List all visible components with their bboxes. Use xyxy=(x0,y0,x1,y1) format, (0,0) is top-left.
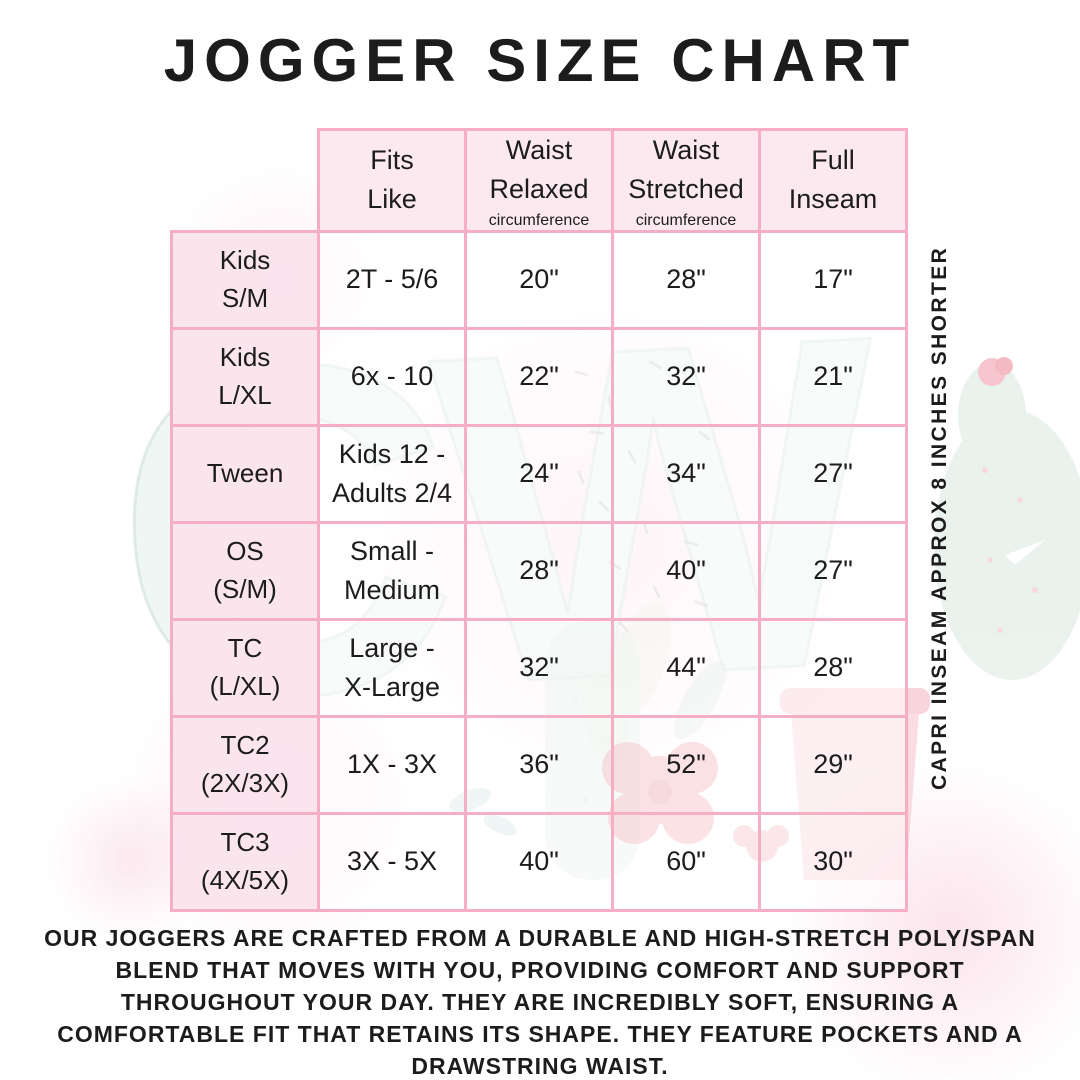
waist-stretched-cell: 40" xyxy=(611,520,761,621)
table-header-row: Fits Like Waist Relaxed circumference Wa… xyxy=(172,128,908,233)
header-label: Full Inseam xyxy=(788,145,878,215)
size-label-cell: Kids S/M xyxy=(170,229,320,330)
header-sublabel: circumference xyxy=(635,212,737,230)
waist-stretched-cell: 44" xyxy=(611,617,761,718)
size-label-cell: OS (S/M) xyxy=(170,520,320,621)
fits-like-cell: 2T - 5/6 xyxy=(317,229,467,330)
fits-like-cell: Kids 12 - Adults 2/4 xyxy=(317,423,467,524)
empty-corner-cell xyxy=(172,130,319,232)
page-title: JOGGER SIZE CHART xyxy=(163,27,917,94)
full-inseam-cell: 27" xyxy=(758,520,908,621)
waist-stretched-cell: 34" xyxy=(611,423,761,524)
size-label-cell: TC3 (4X/5X) xyxy=(170,811,320,912)
table-row: TC3 (4X/5X) 3X - 5X 40" 60" 30" xyxy=(170,811,908,912)
table-row: TC (L/XL) Large - X-Large 32" 44" 28" xyxy=(170,617,908,718)
full-inseam-cell: 28" xyxy=(758,617,908,718)
fits-like-cell: 3X - 5X xyxy=(317,811,467,912)
full-inseam-cell: 27" xyxy=(758,423,908,524)
size-label-cell: TC2 (2X/3X) xyxy=(170,714,320,815)
waist-stretched-cell: 52" xyxy=(611,714,761,815)
table-row: Tween Kids 12 - Adults 2/4 24" 34" 27" xyxy=(170,423,908,524)
header-label: Waist Relaxed xyxy=(489,135,589,205)
cactus-icon xyxy=(934,357,1080,680)
header-sublabel: circumference xyxy=(488,212,590,230)
waist-relaxed-cell: 40" xyxy=(464,811,614,912)
header-waist-stretched: Waist Stretched circumference xyxy=(611,128,761,233)
header-waist-relaxed: Waist Relaxed circumference xyxy=(464,128,614,233)
size-chart-table: Fits Like Waist Relaxed circumference Wa… xyxy=(170,128,908,912)
waist-stretched-cell: 28" xyxy=(611,229,761,330)
waist-relaxed-cell: 20" xyxy=(464,229,614,330)
capri-inseam-note: CAPRI INSEAM APPROX 8 INCHES SHORTER xyxy=(928,245,951,791)
size-label-cell: Kids L/XL xyxy=(170,326,320,427)
waist-stretched-cell: 60" xyxy=(611,811,761,912)
header-full-inseam: Full Inseam xyxy=(758,128,908,233)
full-inseam-cell: 17" xyxy=(758,229,908,330)
table-row: OS (S/M) Small - Medium 28" 40" 27" xyxy=(170,520,908,621)
size-label-cell: TC (L/XL) xyxy=(170,617,320,718)
full-inseam-cell: 30" xyxy=(758,811,908,912)
waist-relaxed-cell: 24" xyxy=(464,423,614,524)
table-row: TC2 (2X/3X) 1X - 3X 36" 52" 29" xyxy=(170,714,908,815)
waist-relaxed-cell: 22" xyxy=(464,326,614,427)
size-label-cell: Tween xyxy=(170,423,320,524)
full-inseam-cell: 21" xyxy=(758,326,908,427)
waist-relaxed-cell: 36" xyxy=(464,714,614,815)
waist-relaxed-cell: 28" xyxy=(464,520,614,621)
fits-like-cell: 6x - 10 xyxy=(317,326,467,427)
waist-relaxed-cell: 32" xyxy=(464,617,614,718)
fits-like-cell: Large - X-Large xyxy=(317,617,467,718)
table-row: Kids S/M 2T - 5/6 20" 28" 17" xyxy=(170,229,908,330)
table-row: Kids L/XL 6x - 10 22" 32" 21" xyxy=(170,326,908,427)
waist-stretched-cell: 32" xyxy=(611,326,761,427)
header-label: Fits Like xyxy=(367,145,417,215)
header-fits-like: Fits Like xyxy=(317,128,467,233)
fits-like-cell: Small - Medium xyxy=(317,520,467,621)
product-description: OUR JOGGERS ARE CRAFTED FROM A DURABLE A… xyxy=(44,925,1036,1079)
fits-like-cell: 1X - 3X xyxy=(317,714,467,815)
header-label: Waist Stretched xyxy=(628,135,744,205)
full-inseam-cell: 29" xyxy=(758,714,908,815)
